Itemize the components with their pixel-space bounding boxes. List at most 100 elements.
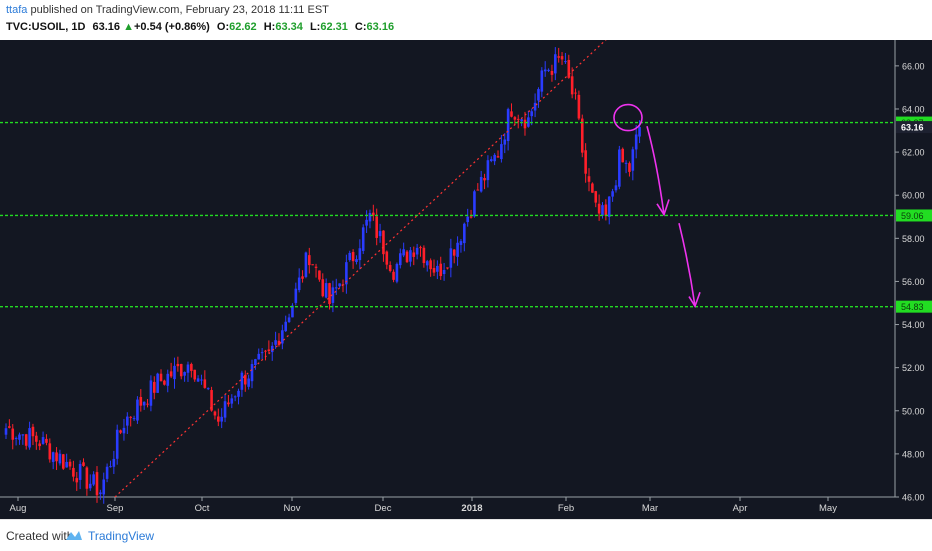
candle-body xyxy=(82,462,85,466)
time-tick-label: May xyxy=(819,503,837,514)
candle-body xyxy=(250,364,254,382)
candle-body xyxy=(557,56,560,58)
candle-body xyxy=(75,478,79,483)
open-value: 62.62 xyxy=(229,21,257,33)
candle-body xyxy=(281,330,284,344)
price-tick-label: 64.00 xyxy=(902,104,925,114)
arrow-path xyxy=(678,223,696,307)
candle-body xyxy=(597,203,601,214)
candle-body xyxy=(132,418,136,420)
candle-body xyxy=(102,479,106,495)
candle-body xyxy=(152,381,156,393)
price-tick-label: 66.00 xyxy=(902,61,925,71)
candle-body xyxy=(139,396,143,406)
tradingview-brand[interactable]: TradingView xyxy=(88,529,155,543)
candle-body xyxy=(85,467,89,489)
price-tick-label: 50.00 xyxy=(902,406,925,416)
low-value: 62.31 xyxy=(320,21,348,33)
candle-body xyxy=(287,317,291,323)
candle-body xyxy=(206,388,210,390)
candle-body xyxy=(176,363,180,367)
candle-body xyxy=(634,134,638,150)
candle-body xyxy=(227,402,230,405)
candle-body xyxy=(591,183,594,193)
candle-body xyxy=(584,150,587,174)
candle-body xyxy=(318,270,321,280)
candle-body xyxy=(122,427,126,434)
candle-body xyxy=(233,396,237,398)
candle-body xyxy=(483,177,486,181)
time-tick-label: Apr xyxy=(733,503,748,514)
author-link[interactable]: ttafa xyxy=(6,4,28,16)
candle-body xyxy=(328,283,331,305)
candle-body xyxy=(537,89,540,101)
chart-header: ttafa published on TradingView.com, Febr… xyxy=(0,0,932,40)
candle-body xyxy=(65,461,68,468)
candle-body xyxy=(425,261,429,266)
candle-body xyxy=(18,434,21,440)
price-label-text: 54.83 xyxy=(901,302,924,312)
candle-body xyxy=(432,267,436,273)
candle-body xyxy=(169,371,173,377)
candle-body xyxy=(567,59,571,78)
candle-body xyxy=(267,349,271,352)
candle-body xyxy=(28,428,31,448)
publish-line: ttafa published on TradingView.com, Febr… xyxy=(6,4,329,16)
candle-body xyxy=(486,160,490,181)
candle-body xyxy=(422,247,426,264)
candle-body xyxy=(217,416,220,422)
candle-body xyxy=(530,111,534,117)
candle-body xyxy=(496,156,500,158)
time-tick-label: Aug xyxy=(10,503,27,514)
symbol-label[interactable]: TVC:USOIL, 1D xyxy=(6,21,86,33)
candle-body xyxy=(412,252,416,257)
candle-body xyxy=(355,259,358,263)
candle-body xyxy=(119,430,122,433)
candle-body xyxy=(398,253,402,266)
candle-body xyxy=(439,263,443,277)
candle-body xyxy=(105,466,109,479)
candle-body xyxy=(513,117,517,120)
candle-body xyxy=(503,139,507,145)
change-value: +0.54 (+0.86%) xyxy=(134,21,210,33)
price-tick-label: 60.00 xyxy=(902,191,925,201)
price-chart[interactable]: 46.00 48.00 50.00 52.00 54.00 56.00 58.00 60.00… xyxy=(0,40,932,519)
candle-body xyxy=(463,223,466,244)
open-label: O: xyxy=(216,21,230,33)
candle-body xyxy=(429,260,432,270)
candle-body xyxy=(284,321,288,332)
time-axis[interactable] xyxy=(0,497,932,519)
candle-body xyxy=(631,149,635,171)
candle-body xyxy=(8,426,11,428)
candle-body xyxy=(58,453,62,464)
price-axis[interactable] xyxy=(895,40,932,497)
candle-body xyxy=(587,176,591,182)
candle-body xyxy=(500,144,503,160)
highlight-ellipse xyxy=(613,103,643,132)
candle-body xyxy=(314,266,318,268)
candle-body xyxy=(614,185,618,191)
candle-body xyxy=(210,390,213,411)
candle-body xyxy=(382,230,385,255)
candle-body xyxy=(11,428,15,440)
candle-body xyxy=(607,196,611,217)
candle-body xyxy=(473,191,476,217)
candle-body xyxy=(388,265,392,272)
candle-body xyxy=(109,466,112,468)
candle-body xyxy=(338,283,341,287)
candle-body xyxy=(415,247,419,255)
candle-body xyxy=(156,373,159,393)
ohlc-line: TVC:USOIL, 1D 63.16 ▲+0.54 (+0.86%) O:62… xyxy=(6,21,394,33)
candle-body xyxy=(179,363,183,377)
candle-body xyxy=(361,227,365,251)
candle-body xyxy=(624,162,628,164)
candle-body xyxy=(543,69,547,72)
candle-body xyxy=(55,452,58,462)
candle-body xyxy=(638,127,641,137)
price-tick-label: 46.00 xyxy=(902,493,925,503)
candle-body xyxy=(126,416,129,426)
candle-body xyxy=(186,364,190,373)
candle-body xyxy=(196,378,200,382)
candle-body xyxy=(274,340,277,345)
candles xyxy=(4,47,641,504)
